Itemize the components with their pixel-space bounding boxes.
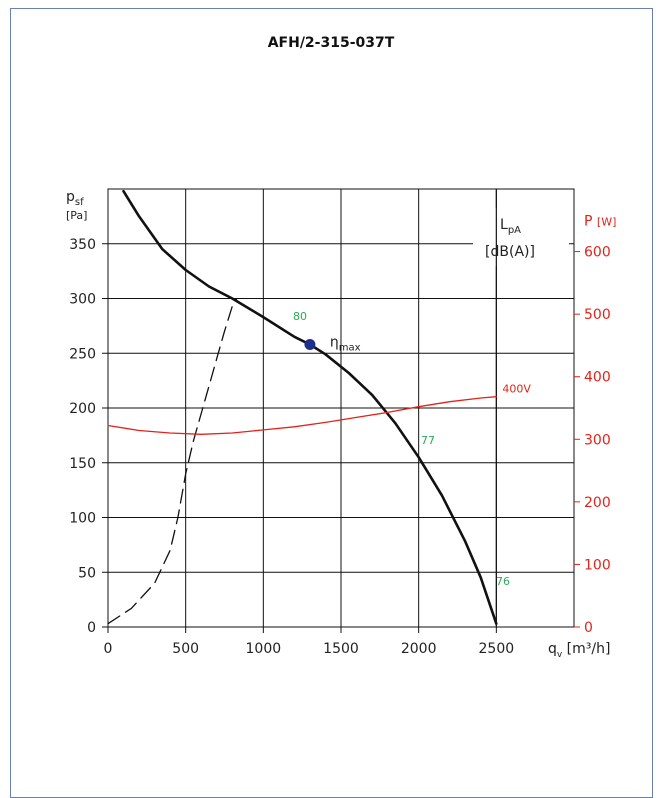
y-axis-unit: [Pa] bbox=[66, 209, 87, 222]
x-tick-label: 1500 bbox=[323, 641, 359, 657]
x-tick-label: 0 bbox=[104, 641, 113, 657]
sound-annotation: 77 bbox=[421, 434, 435, 447]
x-tick-label: 2500 bbox=[479, 641, 515, 657]
y2-tick-label: 300 bbox=[584, 432, 611, 448]
y2-tick-label: 0 bbox=[584, 620, 593, 636]
eta-max-marker bbox=[304, 338, 316, 350]
y2-tick-label: 100 bbox=[584, 557, 611, 573]
sound-annotation: 76 bbox=[496, 575, 510, 588]
y2-tick-label: 400 bbox=[584, 370, 611, 386]
series-label-400v: 400V bbox=[502, 383, 531, 396]
y-tick-label: 300 bbox=[69, 292, 96, 308]
y2-tick-label: 600 bbox=[584, 245, 611, 261]
y-tick-label: 100 bbox=[69, 511, 96, 527]
y-tick-label: 50 bbox=[78, 565, 96, 581]
y2-axis-label: P [W] bbox=[584, 213, 616, 229]
y-tick-label: 350 bbox=[69, 237, 96, 253]
power-curve bbox=[107, 396, 497, 435]
y2-tick-label: 500 bbox=[584, 307, 611, 323]
system-curve-dashed bbox=[107, 297, 238, 625]
y-tick-label: 200 bbox=[69, 401, 96, 417]
sound-annotation: 80 bbox=[293, 310, 307, 323]
sound-level-box bbox=[473, 208, 569, 266]
y2-tick-label: 200 bbox=[584, 495, 611, 511]
x-tick-label: 1000 bbox=[246, 641, 282, 657]
sound-level-label: LpA bbox=[500, 217, 521, 236]
y-tick-label: 150 bbox=[69, 456, 96, 472]
x-axis-label: qv [m³/h] bbox=[548, 641, 610, 660]
pressure-curve bbox=[122, 189, 498, 626]
sound-level-unit: [dB(A)] bbox=[485, 244, 535, 260]
y-tick-label: 250 bbox=[69, 346, 96, 362]
y-axis-label: psf bbox=[66, 189, 84, 208]
eta-max-label: ηmax bbox=[330, 334, 361, 353]
x-tick-label: 500 bbox=[172, 641, 199, 657]
x-tick-label: 2000 bbox=[401, 641, 437, 657]
y-tick-label: 0 bbox=[87, 620, 96, 636]
chart-title: AFH/2-315-037T bbox=[267, 35, 395, 51]
